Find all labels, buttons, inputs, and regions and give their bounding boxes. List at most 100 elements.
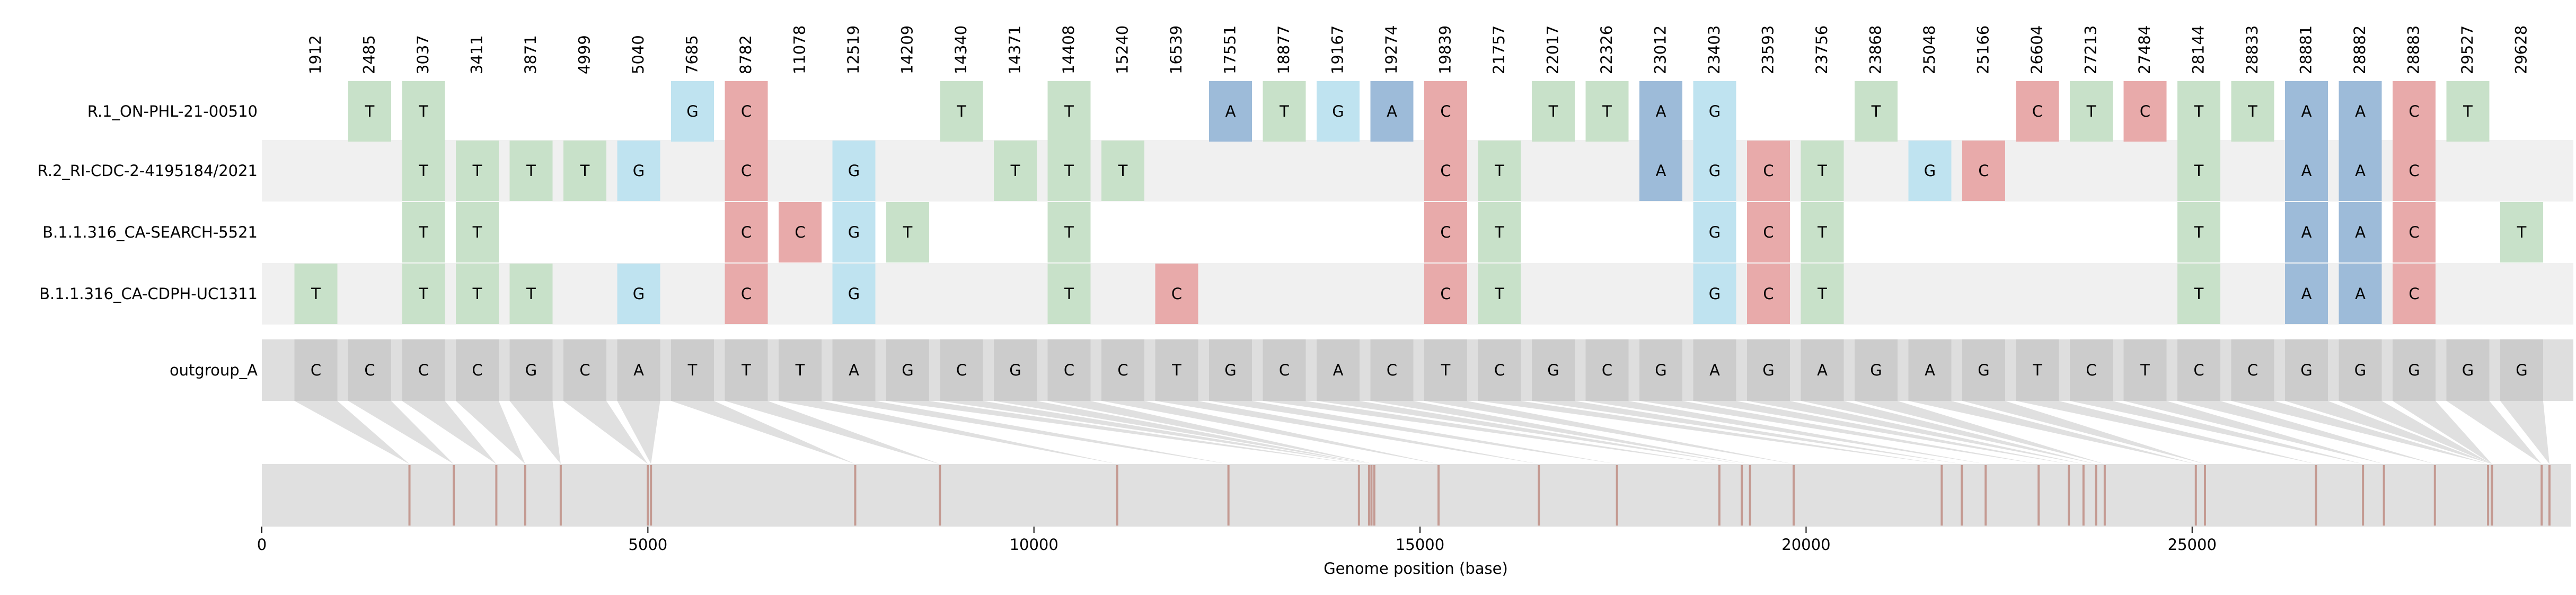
base-cell [886, 202, 929, 262]
base-letter: A [2355, 102, 2366, 120]
reference-letter: G [2516, 361, 2527, 379]
reference-cell [1962, 339, 2005, 401]
connector-wedge [2070, 401, 2363, 464]
base-cell [2500, 202, 2543, 262]
position-label: 25048 [1920, 25, 1938, 74]
base-letter: G [633, 285, 645, 303]
base-cell [1424, 141, 1467, 201]
connector-wedge [402, 401, 497, 464]
base-cell [402, 202, 445, 262]
position-label: 23012 [1652, 25, 1670, 74]
position-connectors [294, 401, 2549, 464]
base-letter: G [686, 102, 698, 120]
base-cell [402, 141, 445, 201]
position-label: 27484 [2136, 25, 2154, 74]
base-cell [1370, 81, 1414, 142]
position-label: 16539 [1167, 25, 1185, 74]
connector-wedge [2285, 401, 2492, 464]
connector-wedge [1155, 401, 1539, 464]
base-letter: C [741, 223, 752, 241]
base-letter: G [1709, 162, 1721, 180]
base-cell [1047, 202, 1091, 262]
base-cell [2339, 81, 2382, 142]
base-letter: T [1494, 223, 1504, 241]
position-label: 21757 [1490, 25, 1508, 74]
reference-letter: T [1441, 361, 1451, 379]
reference-letter: T [1171, 361, 1181, 379]
base-cell [832, 202, 876, 262]
x-tick-label: 25000 [2168, 536, 2217, 554]
connector-wedge [1801, 401, 2096, 464]
base-cell [2285, 264, 2328, 324]
base-cell [1639, 141, 1682, 201]
connector-wedge [2446, 401, 2542, 464]
connector-wedge [940, 401, 1369, 464]
reference-cell [832, 339, 876, 401]
base-cell [725, 141, 768, 201]
connector-wedge [563, 401, 648, 464]
base-letter: A [2301, 223, 2312, 241]
base-cell [1801, 264, 1844, 324]
reference-cell [886, 339, 929, 401]
base-letter: C [1440, 162, 1451, 180]
base-cell [725, 264, 768, 324]
base-letter: T [418, 223, 428, 241]
reference-letter: A [1333, 361, 1344, 379]
base-letter: T [1064, 223, 1074, 241]
base-letter: T [418, 285, 428, 303]
connector-wedge [2339, 401, 2492, 464]
reference-letter: A [1709, 361, 1720, 379]
connector-wedge [2177, 401, 2435, 464]
base-letter: C [2409, 162, 2419, 180]
connector-wedge [671, 401, 855, 464]
connector-wedge [294, 401, 410, 464]
base-cell [2231, 81, 2274, 142]
reference-cell [1263, 339, 1306, 401]
base-letter: T [2194, 102, 2204, 120]
reference-letter: C [1387, 361, 1397, 379]
base-cell [456, 202, 499, 262]
base-letter: T [1602, 102, 1612, 120]
base-cell [1424, 202, 1467, 262]
base-cell [1801, 202, 1844, 262]
position-label: 23593 [1759, 25, 1777, 74]
sequence-name: B.1.1.316_CA-SEARCH-5521 [42, 223, 258, 241]
base-letter: T [1118, 162, 1128, 180]
position-label: 19167 [1329, 25, 1347, 74]
base-cell [1155, 264, 1198, 324]
position-label: 14340 [952, 25, 970, 74]
base-cell [2393, 202, 2436, 262]
base-cell [1747, 264, 1790, 324]
connector-wedge [1908, 401, 2196, 464]
connector-wedge [779, 401, 1117, 464]
position-label: 3037 [414, 35, 432, 74]
reference-letter: G [525, 361, 537, 379]
x-tick-label: 5000 [628, 536, 667, 554]
base-cell [994, 141, 1037, 201]
reference-cell [1693, 339, 1736, 401]
base-letter: T [1871, 102, 1881, 120]
base-cell [2446, 81, 2490, 142]
base-letter: G [1924, 162, 1936, 180]
base-letter: T [956, 102, 966, 120]
base-letter: T [1010, 162, 1020, 180]
base-letter: T [2463, 102, 2473, 120]
reference-cell [1532, 339, 1575, 401]
reference-cell [2285, 339, 2328, 401]
position-label: 22326 [1598, 25, 1616, 74]
base-cell [1047, 141, 1091, 201]
connector-wedge [2231, 401, 2489, 464]
connector-wedge [2393, 401, 2492, 464]
reference-letter: A [1817, 361, 1828, 379]
reference-cell [1908, 339, 1952, 401]
reference-cell [1639, 339, 1682, 401]
reference-cell [2393, 339, 2436, 401]
base-letter: T [1064, 102, 1074, 120]
base-letter: C [1978, 162, 1989, 180]
base-letter: C [1440, 102, 1451, 120]
base-cell [1047, 264, 1091, 324]
reference-letter: G [1655, 361, 1666, 379]
base-letter: A [1387, 102, 1397, 120]
reference-letter: C [364, 361, 375, 379]
